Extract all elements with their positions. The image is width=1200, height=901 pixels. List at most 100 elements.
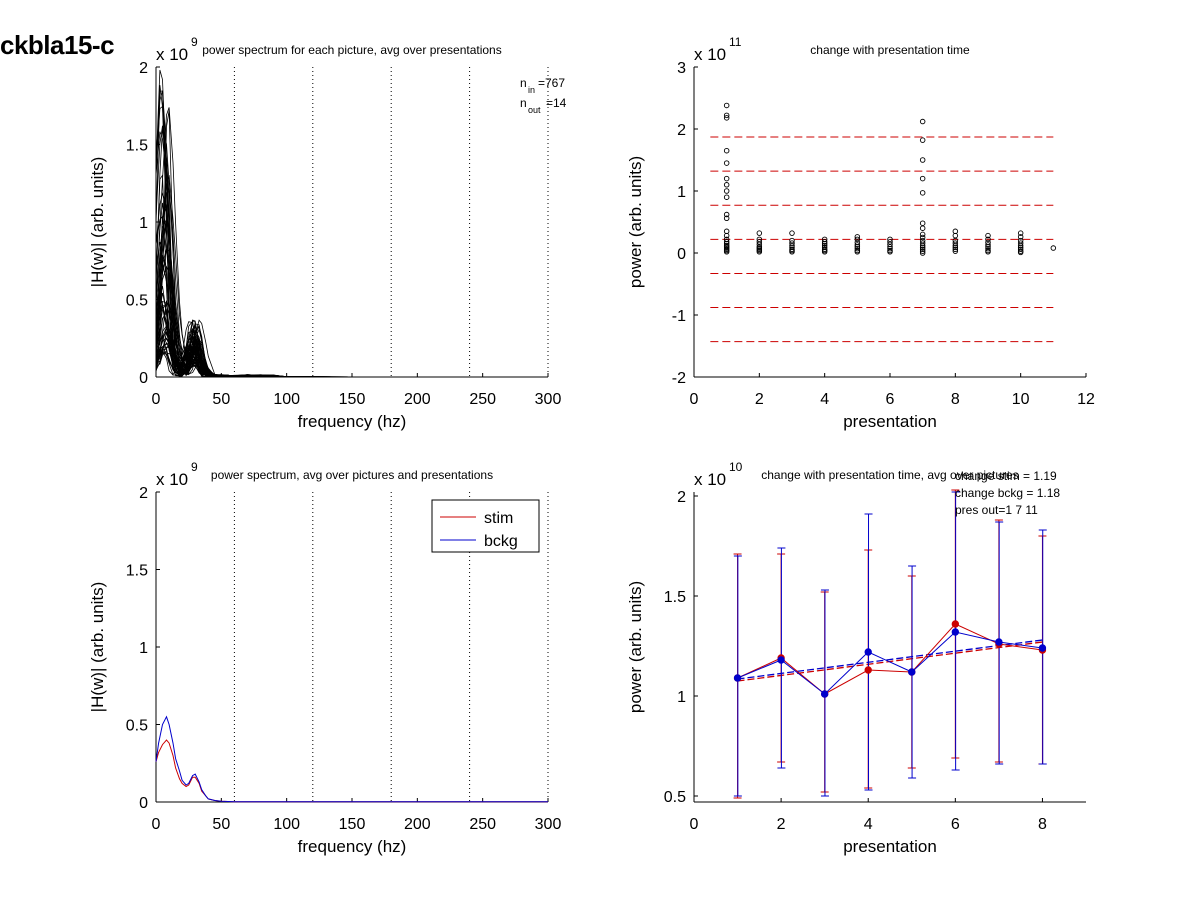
spectrum-line bbox=[155, 326, 548, 378]
spectrum-line bbox=[155, 262, 548, 378]
spectrum-line bbox=[155, 163, 548, 378]
scatter-point bbox=[723, 232, 730, 239]
x-tick-label: 0 bbox=[152, 391, 161, 408]
scatter-point bbox=[723, 249, 730, 255]
scatter-point bbox=[821, 239, 828, 245]
scatter-point bbox=[723, 115, 730, 121]
scatter-point bbox=[919, 250, 926, 256]
plot-area bbox=[694, 67, 1086, 377]
x-tick-label: 6 bbox=[886, 391, 895, 408]
spectrum-line bbox=[155, 302, 548, 378]
scatter-point bbox=[919, 157, 926, 163]
annotation-text: change stim = 1.19 bbox=[955, 469, 1057, 483]
spectrum-line bbox=[155, 186, 548, 378]
data-point-bckg bbox=[777, 656, 785, 664]
data-point-bckg bbox=[908, 668, 916, 676]
scatter-point bbox=[1017, 249, 1024, 256]
x-tick-label: 10 bbox=[1012, 391, 1030, 408]
annot-n-out: n bbox=[520, 96, 527, 110]
scatter-point bbox=[723, 175, 730, 182]
spectrum-line bbox=[155, 248, 548, 378]
scatter-point bbox=[789, 249, 795, 255]
spectrum-line bbox=[155, 128, 548, 378]
spectrum-line bbox=[155, 328, 548, 378]
spectrum-line bbox=[155, 206, 548, 378]
spectrum-line bbox=[155, 217, 548, 378]
spectrum-line bbox=[155, 347, 548, 378]
x-tick-label: 0 bbox=[690, 391, 699, 408]
spectrum-line bbox=[155, 218, 548, 378]
x-axis-label: frequency (hz) bbox=[298, 837, 407, 856]
plot-area bbox=[694, 492, 1086, 802]
scatter-point bbox=[854, 242, 861, 248]
spectrum-line bbox=[155, 308, 548, 378]
series-line-stim bbox=[155, 739, 548, 803]
y-tick-label: 0.5 bbox=[664, 789, 686, 806]
scatter-point bbox=[821, 249, 828, 255]
scatter-point bbox=[723, 211, 730, 218]
x-axis-label: presentation bbox=[843, 837, 937, 856]
annotation-text: change bckg = 1.18 bbox=[955, 486, 1060, 500]
spectrum-line bbox=[155, 215, 548, 378]
annot-n-in-value: =767 bbox=[538, 76, 565, 90]
scatter-point bbox=[985, 249, 991, 255]
x-tick-label: 300 bbox=[535, 816, 562, 833]
y-tick-label: 2 bbox=[139, 485, 148, 502]
scatter-point bbox=[919, 137, 926, 143]
scatter-point bbox=[919, 118, 926, 125]
y-tick-label: 1.5 bbox=[664, 589, 686, 606]
data-point-bckg bbox=[733, 674, 742, 682]
y-tick-label: 0 bbox=[677, 246, 686, 263]
y-axis-label: |H(w)| (arb. units) bbox=[88, 582, 107, 713]
scatter-point bbox=[1017, 234, 1024, 240]
scatter-point bbox=[1017, 246, 1024, 253]
y-tick-label: 1 bbox=[139, 215, 148, 232]
scatter-point bbox=[854, 245, 861, 252]
legend-box bbox=[431, 499, 540, 553]
spectrum-line bbox=[155, 331, 548, 378]
scatter-point bbox=[919, 220, 926, 226]
data-point-stim bbox=[864, 666, 872, 674]
scatter-point bbox=[854, 236, 861, 243]
chart-title: power spectrum, avg over pictures and pr… bbox=[211, 468, 493, 482]
y-tick-label: 0.5 bbox=[126, 293, 148, 310]
scatter-point bbox=[723, 112, 730, 119]
spectrum-line bbox=[155, 324, 548, 378]
scatter-point bbox=[985, 232, 991, 239]
data-point-bckg bbox=[820, 690, 829, 698]
scatter-point bbox=[919, 231, 926, 238]
scatter-point bbox=[723, 182, 730, 188]
x-tick-label: 8 bbox=[951, 391, 960, 408]
scatter-point bbox=[952, 244, 959, 251]
scatter-point bbox=[723, 215, 730, 222]
axis-exponent-base: x 10 bbox=[694, 45, 726, 64]
x-tick-label: 100 bbox=[273, 391, 300, 408]
legend-label: bckg bbox=[484, 533, 518, 550]
x-tick-label: 100 bbox=[273, 816, 300, 833]
scatter-point bbox=[919, 234, 926, 241]
y-tick-label: 3 bbox=[677, 60, 686, 77]
annotation-text: pres out=1 7 11 bbox=[955, 503, 1038, 517]
spectrum-line bbox=[155, 338, 548, 378]
y-tick-label: 2 bbox=[677, 122, 686, 139]
chart-change-avg-over-pictures: 0 2 4 6 8 0.5 1 1.5 2 presentation power (arb. uni… bbox=[626, 460, 1086, 856]
spectrum-line bbox=[155, 125, 548, 378]
spectrum-line bbox=[155, 331, 548, 378]
y-axis-label: power (arb. units) bbox=[626, 156, 645, 288]
spectrum-line bbox=[155, 294, 548, 378]
spectrum-line bbox=[155, 202, 548, 378]
x-tick-label: 50 bbox=[212, 816, 230, 833]
scatter-point bbox=[887, 245, 893, 252]
spectrum-line bbox=[155, 265, 548, 378]
x-axis-label: frequency (hz) bbox=[298, 412, 407, 431]
scatter-point bbox=[821, 240, 828, 247]
x-tick-label: 0 bbox=[152, 816, 161, 833]
chart-title: change with presentation time bbox=[810, 43, 970, 57]
spectrum-line bbox=[155, 347, 548, 378]
spectrum-line bbox=[155, 107, 548, 378]
axis-exponent-power: 9 bbox=[191, 460, 198, 474]
scatter-point bbox=[756, 249, 763, 255]
spectrum-line bbox=[155, 342, 548, 378]
data-point-bckg bbox=[995, 638, 1003, 646]
